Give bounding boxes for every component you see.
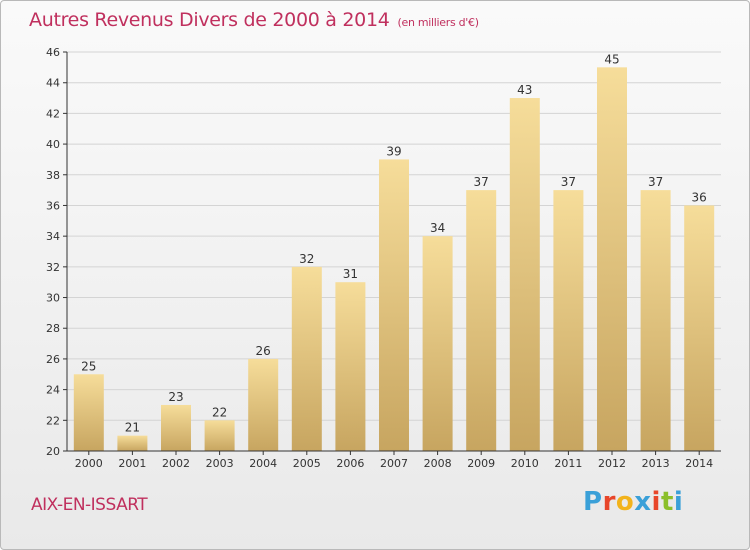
chart-subtitle: (en milliers d'€): [397, 16, 479, 29]
y-tick-label: 30: [46, 292, 60, 305]
bar-2000: [73, 374, 104, 451]
data-label: 23: [168, 390, 183, 404]
x-tick-label: 2011: [554, 457, 582, 470]
bar-2004: [248, 358, 279, 451]
data-label: 31: [343, 267, 358, 281]
y-tick-labels: 20 22 24 26 28 30 32 34 36 38 40 42 44 46: [46, 46, 67, 458]
bar-2009: [466, 190, 497, 451]
y-tick-label: 42: [46, 107, 60, 120]
bar-2011: [553, 190, 584, 451]
bar-2003: [204, 420, 235, 451]
y-tick-label: 28: [46, 322, 60, 335]
y-tick-label: 26: [46, 353, 60, 366]
x-tick-label: 2009: [467, 457, 495, 470]
bar-2010: [509, 98, 540, 452]
y-tick-label: 34: [46, 230, 60, 243]
bar-2005: [291, 266, 322, 451]
data-label: 22: [212, 405, 227, 419]
data-label: 25: [81, 359, 96, 373]
bar-2001: [117, 435, 148, 451]
x-tick-label: 2007: [380, 457, 408, 470]
bar-2013: [640, 190, 671, 451]
bar-2007: [379, 159, 409, 451]
bar-2008: [422, 236, 453, 451]
x-tick-label: 2001: [118, 457, 146, 470]
data-label: 37: [561, 175, 576, 189]
city-name: AIX-EN-ISSART: [31, 495, 148, 515]
x-tick-label: 2005: [293, 457, 321, 470]
data-label: 43: [517, 83, 532, 97]
y-tick-label: 32: [46, 261, 60, 274]
logo-letter: o: [615, 487, 635, 517]
bar-2002: [161, 404, 191, 451]
logo-letter: i: [673, 487, 684, 517]
logo-letter: t: [660, 487, 674, 517]
x-tick-label: 2003: [206, 457, 234, 470]
data-label: 45: [604, 52, 619, 66]
x-tick-labels: 2000 2001 2002 2003 2004 2005 2006 2007 2008 2009…: [75, 451, 713, 470]
data-label: 39: [386, 144, 401, 158]
logo-letter: r: [602, 487, 616, 517]
data-label: 32: [299, 252, 314, 266]
x-tick-label: 2006: [336, 457, 364, 470]
y-tick-label: 46: [46, 46, 60, 59]
logo-letter: x: [634, 487, 652, 517]
chart-title: Autres Revenus Divers de 2000 à 2014 (en …: [29, 9, 479, 31]
data-label: 36: [692, 190, 707, 204]
bar-2012: [597, 67, 627, 451]
proxiti-logo[interactable]: Proxiti: [583, 487, 683, 517]
chart-title-text: Autres Revenus Divers de 2000 à 2014: [29, 9, 390, 31]
data-label: 37: [648, 175, 663, 189]
x-tick-label: 2013: [642, 457, 670, 470]
y-tick-label: 20: [46, 445, 60, 458]
x-tick-label: 2012: [598, 457, 626, 470]
data-label: 21: [125, 421, 140, 435]
x-tick-label: 2010: [511, 457, 539, 470]
y-tick-label: 36: [46, 199, 60, 212]
bar-2014: [684, 205, 715, 451]
x-tick-label: 2008: [424, 457, 452, 470]
x-tick-label: 2004: [249, 457, 277, 470]
x-tick-label: 2002: [162, 457, 190, 470]
data-label: 34: [430, 221, 445, 235]
x-tick-label: 2014: [685, 457, 713, 470]
y-tick-label: 22: [46, 414, 60, 427]
bars: [73, 67, 715, 452]
logo-letter: i: [651, 487, 661, 517]
y-tick-label: 38: [46, 169, 60, 182]
data-label: 37: [474, 175, 489, 189]
x-tick-label: 2000: [75, 457, 103, 470]
data-label: 26: [256, 344, 271, 358]
y-tick-label: 24: [46, 384, 60, 397]
y-tick-label: 40: [46, 138, 60, 151]
bar-2006: [335, 282, 366, 451]
logo-letter: P: [583, 487, 603, 517]
y-tick-label: 44: [46, 77, 60, 90]
data-labels: 25 21 23 22 26 32 31 39 34 37 43 37 45 37 36: [81, 52, 707, 434]
